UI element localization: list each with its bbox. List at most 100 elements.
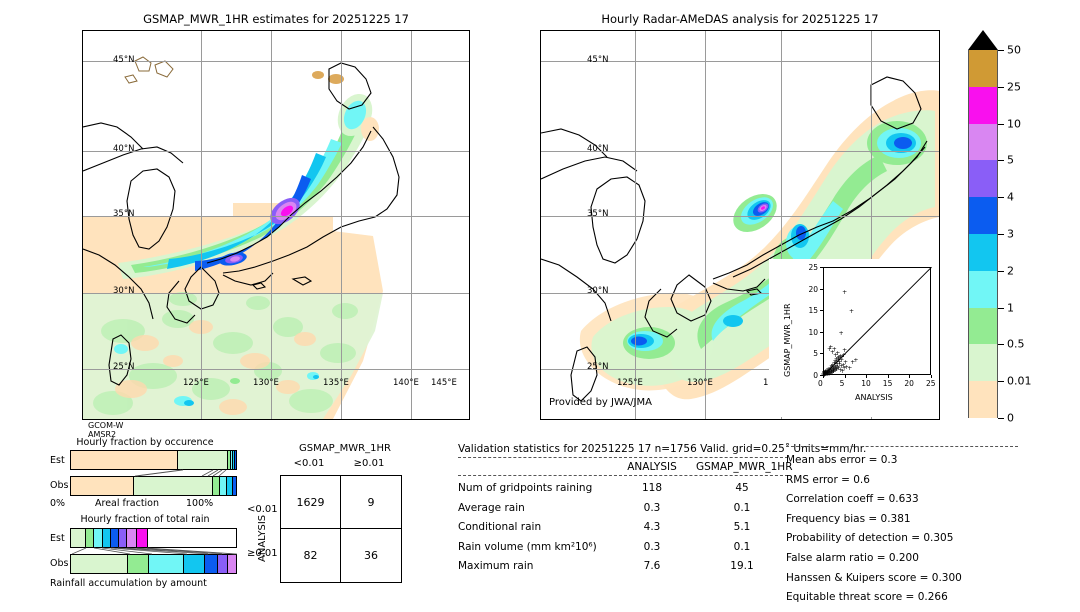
- scatter-point: +: [821, 370, 827, 378]
- contingency-row-header-lt: <0.01: [247, 504, 278, 515]
- total-rain-obs-segment-3: [183, 555, 206, 573]
- colorbar-tick-5: [998, 160, 1004, 162]
- scatter-ytick-label: 25: [808, 263, 818, 272]
- scatter-point: +: [825, 368, 831, 376]
- scatter-point: +: [830, 349, 836, 357]
- total-rain-bar-est[interactable]: [70, 528, 237, 548]
- gridline-lat-45: [83, 61, 469, 62]
- scatter-point: +: [830, 361, 836, 369]
- left-lon-label-145: 145°E: [431, 378, 457, 388]
- scatter-point: +: [823, 368, 829, 376]
- contingency-table[interactable]: GSMAP_MWR_1HR <0.01 ≥0.01 ANALYSIS <0.01…: [247, 440, 415, 590]
- occurrence-axis-min: 0%: [50, 498, 66, 509]
- scatter-point: +: [843, 363, 849, 371]
- scatter-point: +: [839, 367, 845, 375]
- occurrence-bar-obs[interactable]: [70, 476, 237, 496]
- left-lon-label-135: 135°E: [323, 378, 349, 388]
- scatter-point: +: [821, 370, 827, 378]
- total-rain-chart[interactable]: Est Obs: [50, 528, 240, 576]
- colorbar-tick-50: [998, 50, 1004, 51]
- colorbar-label-2: 2: [1007, 264, 1014, 278]
- scatter-point: +: [823, 371, 829, 379]
- scatter-point: +: [826, 346, 832, 353]
- occurrence-est-segment-2: [228, 451, 231, 469]
- scatter-point: +: [825, 370, 831, 378]
- colorbar-label-10: 10: [1007, 117, 1021, 131]
- validation-row-analysis: 7.6: [643, 560, 661, 573]
- scatter-ytick-label: 20: [808, 284, 818, 294]
- scatter-point: +: [823, 370, 829, 378]
- scatter-ytick: [820, 310, 823, 312]
- scatter-point: +: [842, 358, 848, 366]
- scatter-point: +: [828, 369, 834, 377]
- scatter-point: +: [821, 369, 827, 377]
- gridline-lat-35: [541, 216, 939, 217]
- scatter-point: +: [825, 369, 831, 377]
- left-panel-title: GSMAP_MWR_1HR estimates for 20251225 17: [143, 12, 409, 26]
- scatter-point: +: [826, 369, 832, 377]
- colorbar-label-5: 5: [1007, 153, 1014, 167]
- gridline-lon-125: [201, 31, 202, 419]
- validation-rows: Num of gridpoints raining 118 45 Average ra…: [458, 479, 788, 577]
- colorbar-band-0: [968, 381, 998, 418]
- precipitation-colorbar[interactable]: 0 0.01 0.5 1 2 3 4 5 10 25 50: [968, 30, 1068, 425]
- colorbar-tick-0.5: [998, 344, 1004, 346]
- radar-amedas-map[interactable]: 45°N 40°N 35°N 30°N 25°N 125°E 130°E 135…: [540, 30, 940, 420]
- error-stat-row: Mean abs error = 0.3: [786, 454, 898, 466]
- total-rain-obs-segment-0: [71, 555, 128, 573]
- contingency-row-header-ge: ≥0.01: [247, 548, 278, 559]
- occurrence-est-segment-4: [233, 451, 235, 469]
- occurrence-est-segment-3: [230, 451, 234, 469]
- error-stat-row: RMS error = 0.6: [786, 473, 870, 486]
- scatter-point: +: [838, 330, 844, 338]
- scatter-point: +: [839, 357, 845, 365]
- scatter-xtick: [931, 375, 932, 378]
- scatter-point: +: [830, 365, 836, 373]
- gsmap-estimates-map[interactable]: 45°N 40°N 35°N 30°N 25°N 125°E 130°E 135…: [82, 30, 470, 420]
- total-rain-footer: Rainfall accumulation by amount: [50, 578, 207, 589]
- validation-row-analysis: 0.3: [643, 501, 661, 514]
- scatter-point: +: [847, 364, 853, 372]
- error-stat-row: Correlation coeff = 0.633: [786, 493, 919, 506]
- colorbar-tick-10: [998, 123, 1004, 125]
- scatter-point: +: [835, 354, 841, 362]
- scatter-xtick-label: 5: [839, 379, 845, 388]
- colorbar-tick-4: [998, 197, 1004, 199]
- right-lat-label-25: 25°N: [587, 362, 609, 372]
- scatter-point: +: [830, 368, 836, 376]
- contingency-title: GSMAP_MWR_1HR: [299, 443, 391, 454]
- scatter-point: +: [823, 368, 829, 376]
- colorbar-tick-0: [998, 418, 1004, 419]
- validation-statistics: Validation statistics for 20251225 17 n=…: [458, 443, 866, 577]
- scatter-point: +: [836, 356, 842, 364]
- validation-rule-mid: [458, 475, 788, 476]
- validation-row-name: Rain volume (mm km²10⁶): [458, 540, 597, 553]
- occurrence-bar-est[interactable]: [70, 450, 237, 470]
- scatter-point: +: [826, 368, 832, 376]
- error-stat-row: Hanssen & Kuipers score = 0.300: [786, 571, 962, 584]
- scatter-point: +: [831, 360, 837, 368]
- scatter-point: +: [842, 347, 848, 355]
- total-rain-row-label-obs: Obs: [50, 558, 69, 569]
- total-rain-bar-obs[interactable]: [70, 554, 237, 574]
- scatter-xtick-label: 20: [904, 379, 914, 388]
- gridline-lat-25: [83, 369, 469, 370]
- scatter-point: +: [840, 362, 846, 370]
- scatter-ytick: [820, 331, 823, 333]
- occurrence-chart[interactable]: Est Obs: [50, 450, 240, 498]
- total-rain-est-segment-6: [127, 529, 137, 547]
- occurrence-obs-segment-3: [220, 477, 227, 495]
- scatter-plot-inset[interactable]: ANALYSIS GSMAP_MWR_1HR 0 5 10 15 20 25 0 5 10 15 2…: [769, 259, 939, 417]
- scatter-point: +: [829, 363, 835, 371]
- scatter-ytick: [820, 288, 823, 290]
- scatter-ytick-label: 10: [808, 327, 818, 337]
- contingency-cell-11: 36: [364, 549, 378, 562]
- scatter-point: +: [825, 366, 831, 374]
- scatter-xtick: [844, 375, 846, 378]
- gridline-lat-40: [541, 151, 939, 152]
- left-lon-label-125: 125°E: [183, 378, 209, 388]
- left-lat-label-25: 25°N: [113, 362, 135, 372]
- scatter-point: +: [853, 356, 859, 364]
- validation-column-headers: ANALYSIS GSMAP_MWR_1HR: [458, 461, 792, 473]
